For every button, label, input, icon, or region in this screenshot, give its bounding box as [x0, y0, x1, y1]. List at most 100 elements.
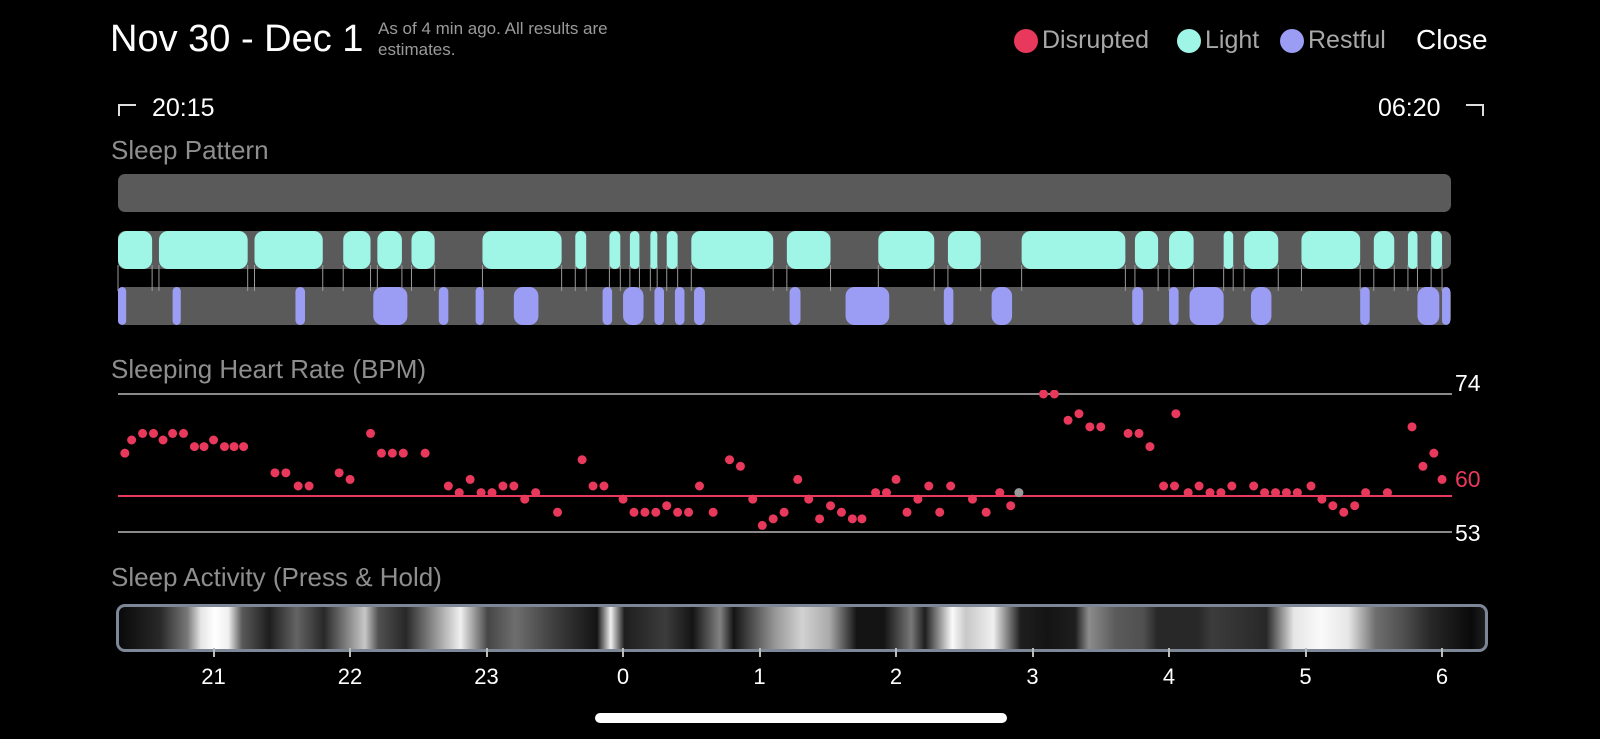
hr-avg-label: 60 — [1455, 466, 1481, 492]
restful-segment — [1250, 287, 1272, 325]
hr-point — [199, 442, 209, 452]
hr-point — [924, 481, 934, 491]
hr-point — [662, 501, 672, 511]
hr-point — [1418, 461, 1428, 471]
hr-point — [1159, 481, 1169, 491]
hr-point — [1006, 501, 1016, 511]
estimate-note: As of 4 min ago. All results are estimat… — [378, 19, 608, 59]
hr-point — [1382, 488, 1392, 498]
hr-point — [1271, 488, 1281, 498]
home-indicator[interactable] — [595, 713, 1007, 723]
hr-point — [673, 507, 683, 517]
restful-segment — [438, 287, 449, 325]
sleep-pattern-chart[interactable] — [0, 170, 1600, 335]
hr-point — [1281, 488, 1291, 498]
hr-point — [981, 507, 991, 517]
hr-point — [487, 488, 497, 498]
sleep-pattern-title: Sleep Pattern — [111, 135, 269, 165]
hr-point — [768, 514, 778, 524]
hr-point — [1183, 488, 1193, 498]
light-dot-icon — [1177, 28, 1201, 53]
heart-rate-chart[interactable] — [0, 390, 1600, 550]
hr-point — [229, 442, 239, 452]
restful-segment — [789, 287, 801, 325]
light-segment — [666, 231, 678, 269]
hr-point — [1292, 488, 1302, 498]
axis-tick-mark — [1441, 648, 1444, 657]
light-segment — [377, 231, 402, 269]
hr-point — [577, 455, 587, 465]
hr-point — [847, 514, 857, 524]
hr-point — [1339, 507, 1349, 517]
light-segment — [947, 231, 981, 269]
light-segment — [1021, 231, 1126, 269]
restful-segment — [172, 287, 181, 325]
axis-tick-mark — [895, 648, 898, 657]
restful-segment — [991, 287, 1013, 325]
hr-point — [509, 481, 519, 491]
hr-point — [651, 507, 661, 517]
restful-segment — [654, 287, 664, 325]
hr-point — [618, 494, 628, 504]
hr-point — [465, 474, 475, 484]
hr-point — [553, 507, 563, 517]
hr-point — [748, 494, 758, 504]
range-start-time: 20:15 — [152, 94, 215, 122]
hr-point — [913, 494, 923, 504]
light-segment — [482, 231, 562, 269]
restful-segment — [1360, 287, 1370, 325]
axis-tick-label: 23 — [474, 664, 499, 689]
hr-point — [967, 494, 977, 504]
axis-tick-mark — [349, 648, 352, 657]
hr-point — [158, 435, 168, 445]
hr-point — [684, 507, 694, 517]
light-segment — [650, 231, 658, 269]
range-end-bracket-icon — [1466, 104, 1484, 116]
hr-point — [757, 520, 767, 530]
hr-point — [239, 442, 249, 452]
hr-point — [1171, 409, 1181, 419]
hr-point — [209, 435, 219, 445]
hr-point — [531, 488, 541, 498]
hr-point — [599, 481, 609, 491]
hr-point — [1350, 501, 1360, 511]
light-segment — [158, 231, 248, 269]
light-segment — [629, 231, 640, 269]
hr-point — [189, 442, 199, 452]
light-segment — [1134, 231, 1159, 269]
axis-tick-label: 5 — [1299, 664, 1312, 689]
disrupted-track — [118, 174, 1451, 212]
hr-point — [1134, 428, 1144, 438]
hr-point — [1249, 481, 1259, 491]
hr-point — [281, 468, 291, 478]
hr-point — [366, 428, 376, 438]
light-segment — [1169, 231, 1194, 269]
sleep-activity-bar[interactable] — [116, 604, 1488, 652]
hr-point — [935, 507, 945, 517]
hr-point — [120, 448, 130, 458]
close-button[interactable]: Close — [1416, 24, 1488, 55]
light-segment — [575, 231, 587, 269]
hr-point — [1038, 390, 1048, 399]
light-segment — [254, 231, 323, 269]
restful-segment — [674, 287, 685, 325]
hr-point — [1429, 448, 1439, 458]
hr-point — [1260, 488, 1270, 498]
light-segment — [878, 231, 935, 269]
hr-point — [629, 507, 639, 517]
hr-point — [1085, 422, 1095, 432]
restful-segment — [1132, 287, 1144, 325]
hr-point — [1317, 494, 1327, 504]
hr-point — [376, 448, 386, 458]
hr-point — [826, 501, 836, 511]
hr-point — [168, 428, 178, 438]
hr-point — [520, 494, 530, 504]
light-segment — [1373, 231, 1395, 269]
hr-point-current — [1014, 488, 1024, 498]
light-segment — [609, 231, 621, 269]
page-title: Nov 30 - Dec 1 — [110, 18, 364, 60]
hr-point — [398, 448, 408, 458]
legend-restful-label: Restful — [1308, 26, 1386, 54]
axis-tick-label: 2 — [889, 664, 903, 689]
hr-point — [995, 488, 1005, 498]
